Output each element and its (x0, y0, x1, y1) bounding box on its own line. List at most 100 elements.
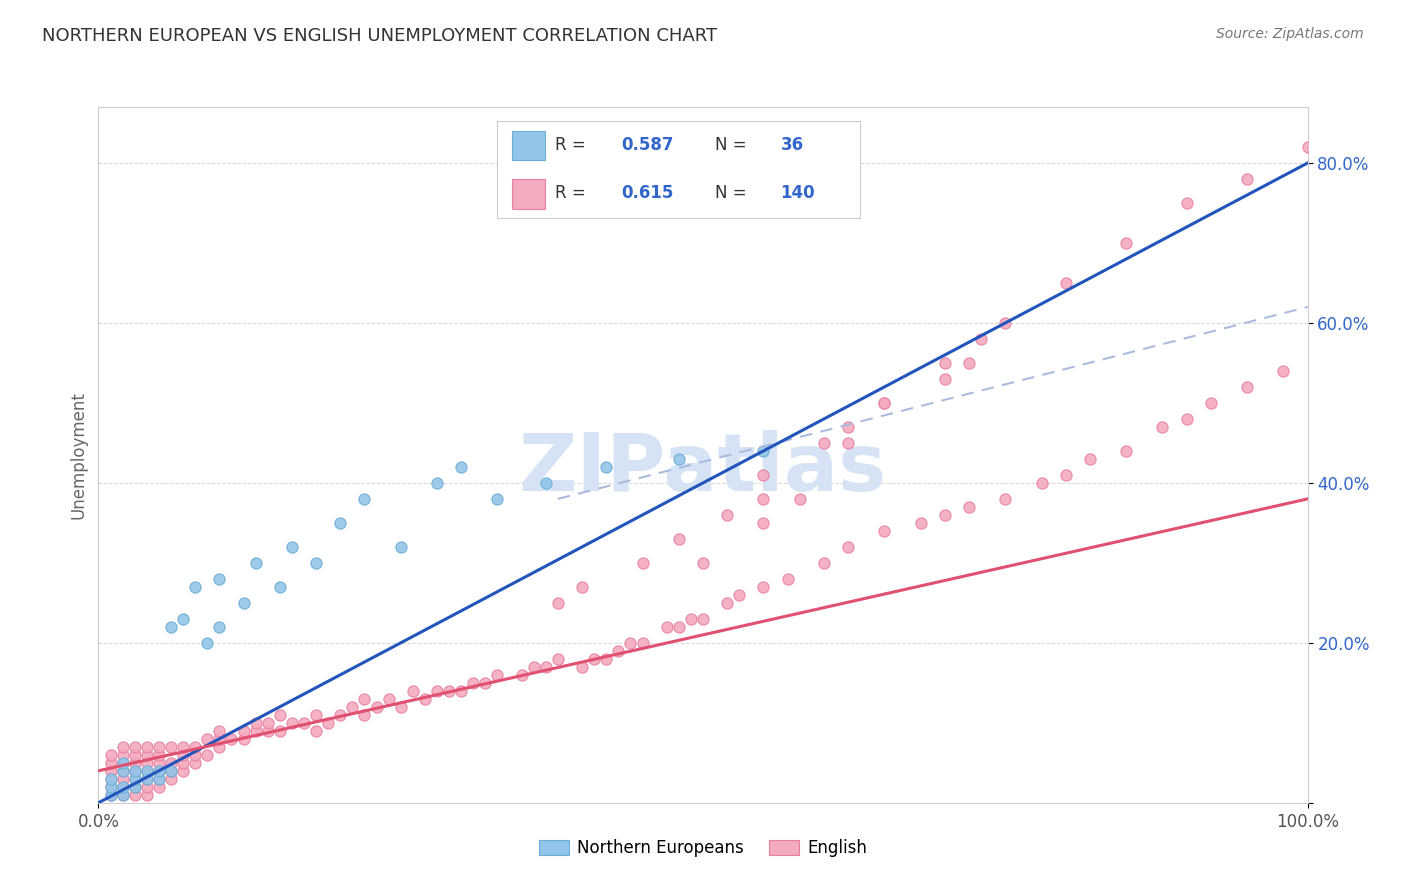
Point (172, 739, 194, 754)
Point (208, 620, 231, 634)
Point (208, 572, 231, 586)
Point (245, 556, 267, 570)
Point (172, 756, 194, 770)
Point (668, 532, 690, 546)
Point (100, 780, 122, 794)
Point (124, 764, 146, 778)
Point (547, 652, 569, 666)
Point (752, 444, 775, 458)
Point (437, 683, 460, 698)
Point (135, 772, 157, 786)
Point (135, 756, 157, 770)
Point (389, 540, 412, 554)
Point (281, 715, 304, 730)
Point (692, 612, 714, 626)
Point (208, 731, 231, 746)
Point (269, 723, 291, 738)
Point (245, 723, 267, 738)
Point (184, 747, 207, 762)
Point (305, 723, 328, 738)
Y-axis label: Unemployment: Unemployment (69, 391, 87, 519)
Point (135, 747, 157, 762)
Point (583, 652, 606, 666)
Point (111, 788, 134, 802)
Point (124, 772, 146, 786)
Point (256, 723, 278, 738)
Point (1296, 140, 1319, 154)
Point (873, 396, 896, 410)
Point (631, 636, 654, 650)
Point (160, 764, 183, 778)
Point (148, 756, 170, 770)
Point (510, 668, 533, 682)
Point (486, 668, 509, 682)
Point (148, 739, 170, 754)
Point (100, 772, 122, 786)
Point (994, 491, 1017, 506)
Point (752, 491, 775, 506)
Point (1175, 412, 1198, 426)
Point (619, 636, 641, 650)
Text: Source: ZipAtlas.com: Source: ZipAtlas.com (1216, 27, 1364, 41)
Point (1236, 172, 1258, 186)
Point (111, 756, 134, 770)
Point (752, 580, 775, 594)
Point (135, 764, 157, 778)
Point (571, 580, 593, 594)
Point (111, 788, 134, 802)
Point (329, 516, 352, 530)
Point (281, 540, 304, 554)
Point (269, 707, 291, 722)
Point (100, 788, 122, 802)
Point (631, 556, 654, 570)
Point (124, 747, 146, 762)
Point (679, 612, 702, 626)
Point (208, 739, 231, 754)
Point (1078, 451, 1101, 466)
Point (1272, 364, 1295, 378)
Point (232, 731, 254, 746)
Point (873, 396, 896, 410)
Point (934, 356, 956, 370)
Point (100, 780, 122, 794)
Point (607, 644, 630, 658)
Point (184, 756, 207, 770)
Point (111, 764, 134, 778)
Point (305, 556, 328, 570)
Point (353, 691, 375, 706)
Point (970, 332, 993, 346)
Point (728, 588, 751, 602)
Point (813, 436, 835, 450)
Point (389, 699, 412, 714)
Point (837, 420, 859, 434)
Point (353, 491, 375, 506)
Point (776, 572, 799, 586)
Point (668, 451, 690, 466)
Point (245, 715, 267, 730)
Point (111, 780, 134, 794)
Point (366, 699, 388, 714)
Point (595, 652, 617, 666)
Point (124, 764, 146, 778)
Point (184, 739, 207, 754)
Point (957, 500, 980, 514)
Point (910, 516, 932, 530)
Point (148, 764, 170, 778)
Point (124, 780, 146, 794)
Point (1199, 396, 1222, 410)
Point (534, 660, 557, 674)
Point (994, 316, 1017, 330)
Point (124, 772, 146, 786)
Point (269, 580, 291, 594)
Point (172, 764, 194, 778)
Point (692, 556, 714, 570)
Point (111, 756, 134, 770)
Text: ZIPatlas: ZIPatlas (519, 430, 887, 508)
Point (486, 491, 509, 506)
Legend: Northern Europeans, English: Northern Europeans, English (533, 833, 873, 864)
Point (377, 691, 399, 706)
Point (316, 715, 339, 730)
Point (195, 731, 218, 746)
Point (232, 596, 254, 610)
Point (135, 739, 157, 754)
